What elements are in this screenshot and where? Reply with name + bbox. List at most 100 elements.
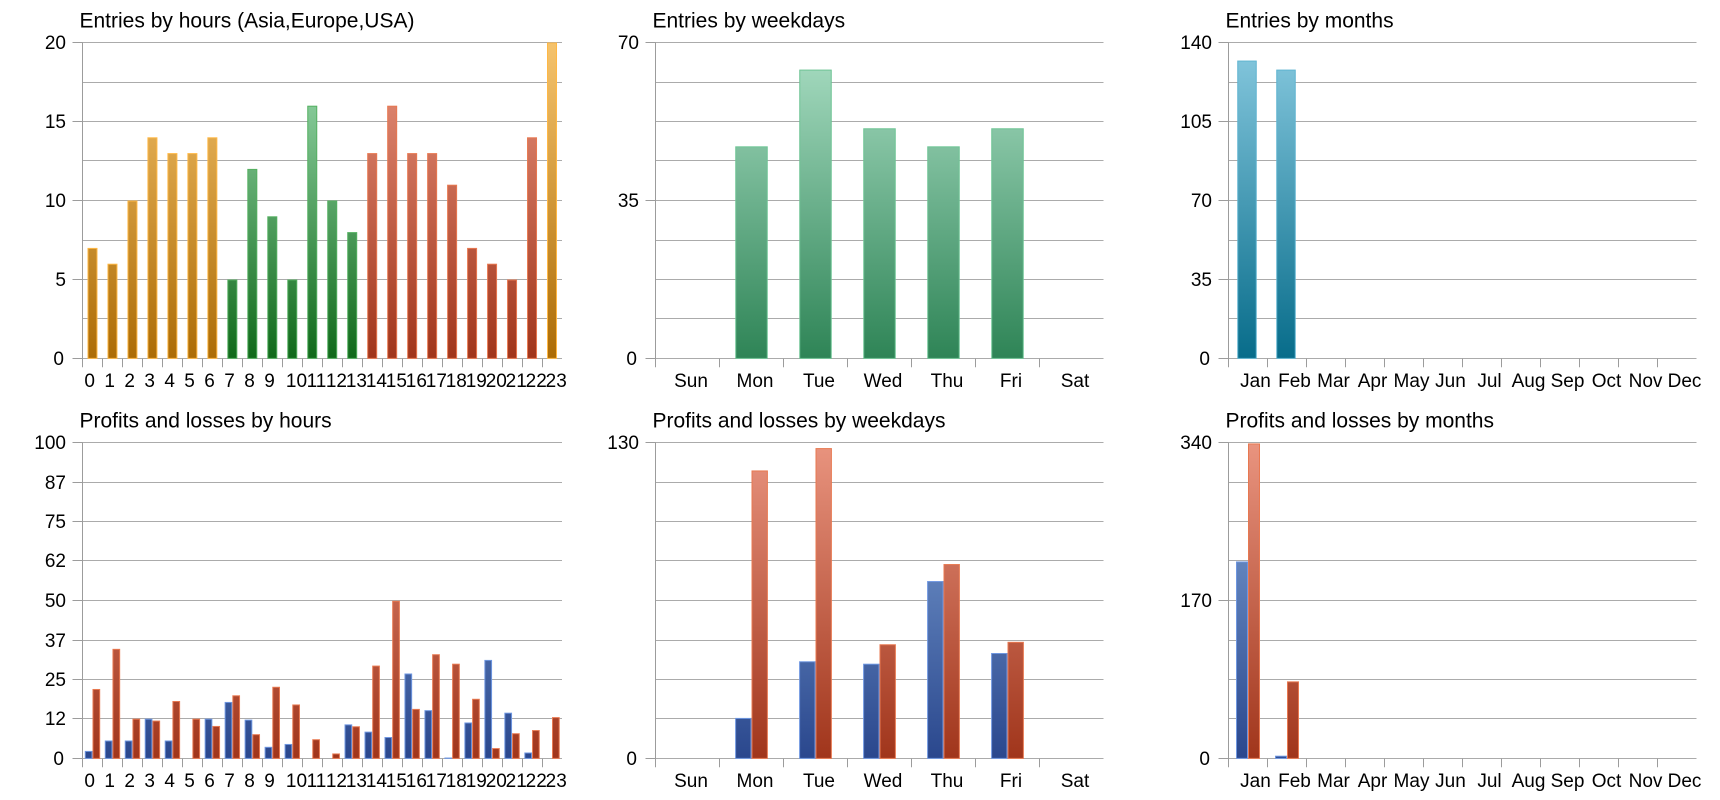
- svg-text:Dec: Dec: [1668, 771, 1702, 792]
- svg-text:6: 6: [204, 771, 215, 792]
- svg-text:Jan: Jan: [1240, 771, 1271, 792]
- svg-text:Thu: Thu: [931, 771, 964, 792]
- svg-text:15: 15: [386, 371, 407, 392]
- svg-text:Entries by months: Entries by months: [1226, 10, 1394, 33]
- svg-text:22: 22: [526, 771, 547, 792]
- svg-text:8: 8: [244, 371, 255, 392]
- svg-text:50: 50: [45, 591, 66, 612]
- svg-text:35: 35: [618, 191, 639, 212]
- svg-text:9: 9: [264, 371, 275, 392]
- svg-text:Wed: Wed: [864, 771, 903, 792]
- svg-text:21: 21: [506, 771, 527, 792]
- svg-text:Jul: Jul: [1477, 771, 1501, 792]
- svg-text:70: 70: [618, 33, 639, 54]
- svg-text:Profits and losses by weekdays: Profits and losses by weekdays: [653, 410, 946, 433]
- svg-text:3: 3: [144, 371, 155, 392]
- svg-text:Mon: Mon: [737, 771, 774, 792]
- svg-text:0: 0: [53, 349, 64, 370]
- svg-text:20: 20: [486, 771, 507, 792]
- svg-text:35: 35: [1191, 270, 1212, 291]
- svg-text:Nov: Nov: [1629, 771, 1663, 792]
- svg-text:20: 20: [486, 371, 507, 392]
- svg-text:0: 0: [84, 371, 95, 392]
- svg-text:13: 13: [346, 371, 367, 392]
- svg-text:Tue: Tue: [803, 371, 835, 392]
- svg-text:14: 14: [366, 771, 388, 792]
- svg-text:130: 130: [607, 433, 639, 454]
- svg-text:Oct: Oct: [1592, 771, 1622, 792]
- svg-text:70: 70: [1191, 191, 1212, 212]
- svg-text:Sat: Sat: [1061, 771, 1090, 792]
- svg-text:7: 7: [224, 371, 235, 392]
- svg-text:6: 6: [204, 371, 215, 392]
- svg-text:25: 25: [45, 670, 66, 691]
- svg-text:0: 0: [1199, 349, 1210, 370]
- svg-text:62: 62: [45, 551, 66, 572]
- svg-text:21: 21: [506, 371, 527, 392]
- svg-text:Sep: Sep: [1551, 771, 1585, 792]
- svg-text:Oct: Oct: [1592, 371, 1622, 392]
- svg-text:170: 170: [1180, 591, 1212, 612]
- svg-text:Profits and losses by months: Profits and losses by months: [1226, 410, 1494, 433]
- svg-text:2: 2: [124, 771, 135, 792]
- svg-text:0: 0: [626, 349, 637, 370]
- svg-text:18: 18: [446, 371, 467, 392]
- svg-text:2: 2: [124, 371, 135, 392]
- svg-text:0: 0: [626, 749, 637, 770]
- svg-text:Profits and losses by hours: Profits and losses by hours: [80, 410, 332, 433]
- svg-text:0: 0: [84, 771, 95, 792]
- svg-text:37: 37: [45, 631, 66, 652]
- svg-text:Fri: Fri: [1000, 371, 1022, 392]
- svg-text:Thu: Thu: [931, 371, 964, 392]
- svg-text:11: 11: [307, 771, 327, 792]
- svg-text:105: 105: [1180, 112, 1212, 133]
- svg-text:1: 1: [104, 771, 115, 792]
- svg-text:0: 0: [1199, 749, 1210, 770]
- svg-text:13: 13: [346, 771, 367, 792]
- svg-text:Feb: Feb: [1278, 371, 1311, 392]
- svg-text:19: 19: [466, 771, 487, 792]
- svg-text:8: 8: [244, 771, 255, 792]
- svg-text:Aug: Aug: [1512, 771, 1546, 792]
- svg-text:Tue: Tue: [803, 771, 835, 792]
- svg-text:Entries by weekdays: Entries by weekdays: [653, 10, 846, 33]
- svg-text:Jul: Jul: [1477, 371, 1501, 392]
- svg-text:100: 100: [34, 433, 66, 454]
- svg-text:16: 16: [406, 371, 427, 392]
- svg-text:15: 15: [386, 771, 407, 792]
- svg-text:340: 340: [1180, 433, 1212, 454]
- svg-text:Jun: Jun: [1435, 771, 1466, 792]
- svg-text:10: 10: [286, 771, 307, 792]
- svg-text:Mon: Mon: [737, 371, 774, 392]
- svg-text:12: 12: [45, 709, 66, 730]
- svg-text:15: 15: [45, 112, 66, 133]
- svg-text:Jun: Jun: [1435, 371, 1466, 392]
- svg-text:Nov: Nov: [1629, 371, 1663, 392]
- svg-text:14: 14: [366, 371, 388, 392]
- svg-text:19: 19: [466, 371, 487, 392]
- svg-text:Apr: Apr: [1358, 371, 1388, 392]
- svg-text:Fri: Fri: [1000, 771, 1022, 792]
- svg-text:4: 4: [164, 371, 175, 392]
- svg-text:Sun: Sun: [674, 371, 708, 392]
- svg-text:May: May: [1394, 771, 1430, 792]
- svg-text:Aug: Aug: [1512, 371, 1546, 392]
- svg-text:0: 0: [53, 749, 64, 770]
- svg-text:17: 17: [426, 371, 447, 392]
- svg-text:12: 12: [326, 771, 347, 792]
- svg-text:Sep: Sep: [1551, 371, 1585, 392]
- svg-text:5: 5: [55, 270, 66, 291]
- svg-text:9: 9: [264, 771, 275, 792]
- svg-text:May: May: [1394, 371, 1430, 392]
- svg-text:16: 16: [406, 771, 427, 792]
- svg-text:10: 10: [45, 191, 66, 212]
- svg-text:87: 87: [45, 473, 66, 494]
- svg-text:7: 7: [224, 771, 235, 792]
- svg-text:Dec: Dec: [1668, 371, 1702, 392]
- svg-text:Mar: Mar: [1317, 371, 1350, 392]
- svg-text:3: 3: [144, 771, 155, 792]
- svg-text:5: 5: [184, 771, 195, 792]
- svg-text:Sat: Sat: [1061, 371, 1090, 392]
- svg-text:Feb: Feb: [1278, 771, 1311, 792]
- svg-text:1: 1: [104, 371, 115, 392]
